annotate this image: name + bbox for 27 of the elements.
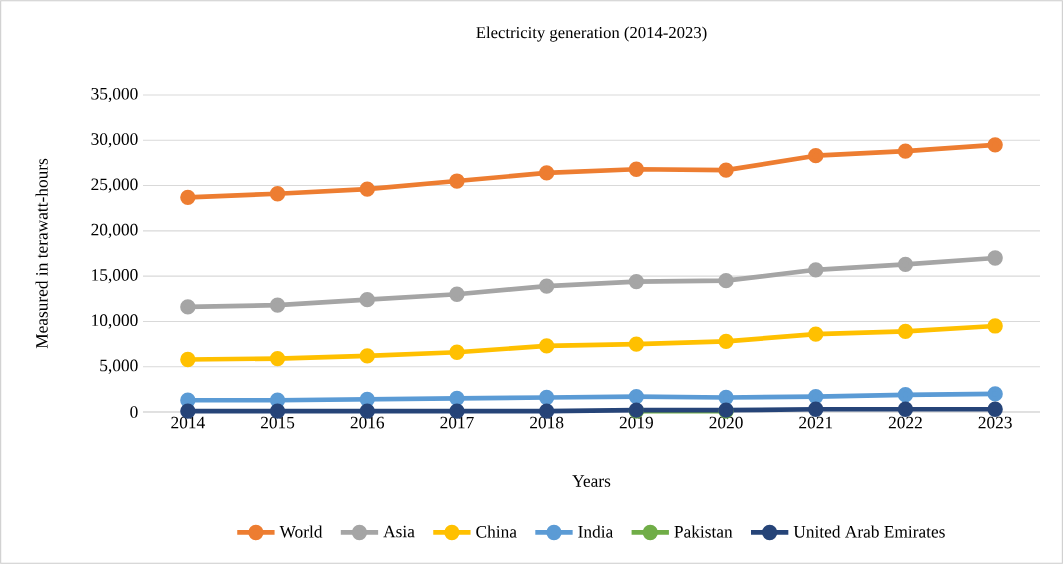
x-axis-title: Years bbox=[572, 475, 611, 487]
y-tick-label: 15,000 bbox=[92, 269, 138, 284]
x-tick-label: 2023 bbox=[978, 416, 1012, 429]
legend-label: World bbox=[279, 525, 323, 538]
y-axis-title: Measured in terawatt-hours bbox=[35, 158, 48, 349]
legend-label: China bbox=[476, 525, 517, 538]
x-tick-label: 2016 bbox=[350, 416, 385, 429]
y-tick-label: 20,000 bbox=[91, 223, 138, 238]
y-tick-label: 0 bbox=[130, 406, 138, 418]
y-tick-label: 30,000 bbox=[91, 133, 138, 148]
legend-label: India bbox=[578, 525, 614, 538]
y-tick-label: 10,000 bbox=[92, 314, 138, 329]
y-tick-label: 35,000 bbox=[91, 87, 138, 103]
x-tick-label: 2014 bbox=[171, 416, 205, 429]
y-tick-label: 5,000 bbox=[100, 359, 138, 374]
x-tick-label: 2021 bbox=[799, 416, 833, 429]
legend-label: United Arab Emirates bbox=[793, 525, 945, 538]
chart-title: Electricity generation (2014-2023) bbox=[476, 26, 707, 42]
x-tick-label: 2019 bbox=[619, 416, 653, 429]
x-tick-label: 2020 bbox=[709, 416, 743, 429]
legend-label: Pakistan bbox=[674, 525, 733, 538]
x-tick-label: 2022 bbox=[888, 416, 922, 429]
x-tick-label: 2017 bbox=[440, 416, 474, 429]
x-tick-label: 2015 bbox=[260, 416, 295, 429]
legend-label: Asia bbox=[383, 525, 415, 538]
y-tick-label: 25,000 bbox=[91, 178, 138, 193]
x-tick-label: 2018 bbox=[530, 416, 564, 429]
